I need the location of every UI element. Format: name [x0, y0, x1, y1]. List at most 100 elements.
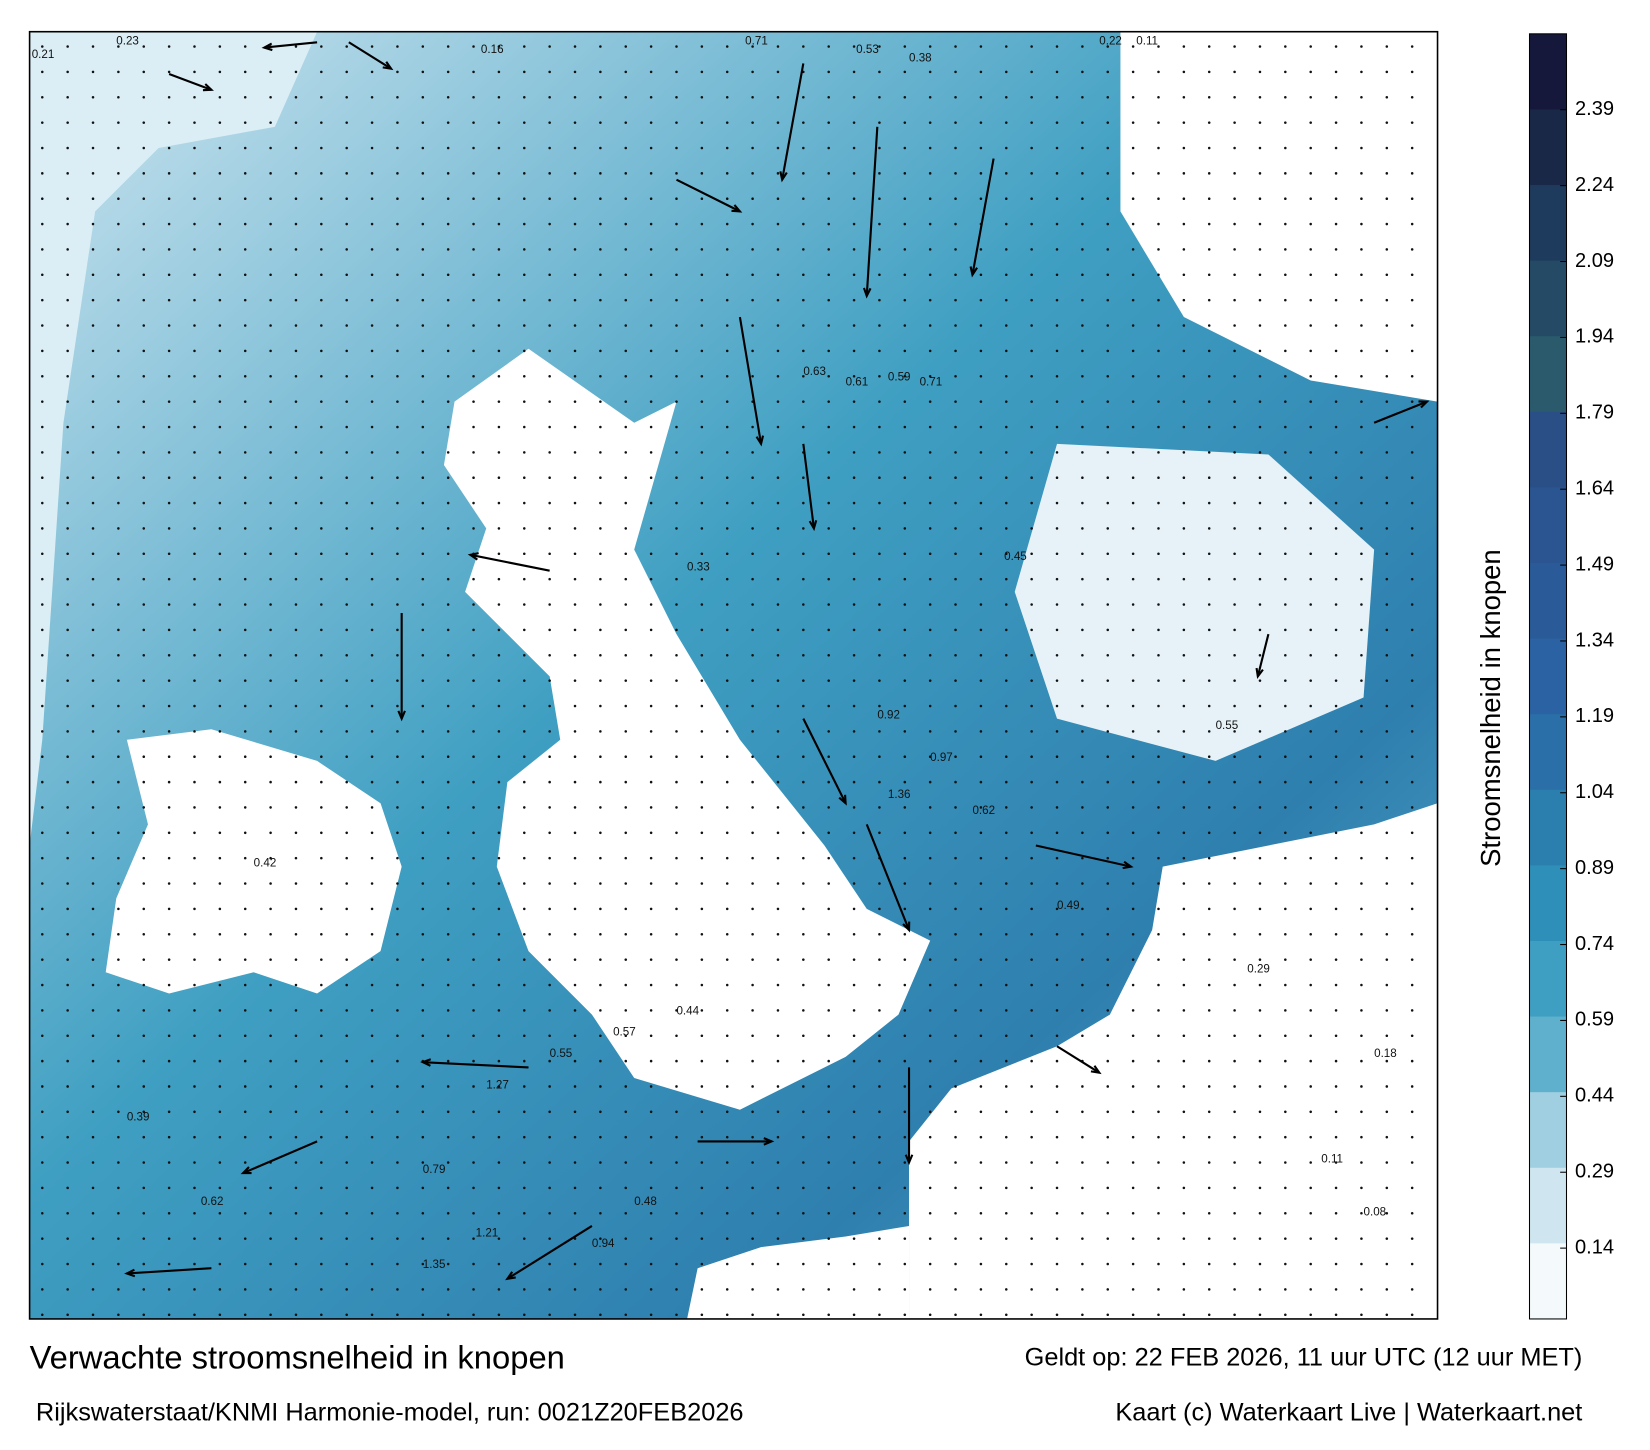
grid-dot: [573, 1211, 577, 1215]
grid-dot: [903, 1288, 907, 1291]
grid-dot: [396, 425, 399, 429]
grid-dot: [776, 349, 780, 353]
grid-dot: [497, 730, 501, 733]
grid-dot: [954, 146, 957, 150]
valid-time: Geldt op: 22 FEB 2026, 11 uur UTC (12 uu…: [1025, 1343, 1583, 1371]
grid-dot: [979, 476, 983, 479]
grid-dot: [675, 552, 678, 556]
grid-dot: [1030, 95, 1033, 99]
grid-dot: [1284, 273, 1287, 277]
grid-dot: [523, 983, 526, 987]
grid-dot: [878, 1313, 881, 1316]
grid-dot: [396, 1085, 399, 1088]
grid-dot: [878, 831, 881, 835]
map-labels: 0.210.230.160.380.530.71 0.22 0.110.630.61…: [32, 34, 1397, 1271]
grid-dot: [1055, 1059, 1059, 1063]
grid-dot: [1005, 679, 1008, 682]
grid-dot: [1157, 197, 1160, 200]
grid-dot: [1157, 400, 1160, 403]
grid-dot: [1030, 324, 1033, 327]
grid-dot: [573, 806, 577, 809]
grid-dot: [1258, 1262, 1262, 1266]
grid-dot: [599, 932, 602, 936]
grid-dot: [472, 780, 475, 784]
grid-dot: [1360, 476, 1363, 479]
grid-dot: [66, 400, 69, 403]
grid-dot: [573, 1186, 577, 1190]
grid-dot: [928, 45, 932, 48]
grid-dot: [243, 95, 247, 99]
grid-dot: [903, 146, 907, 150]
grid-dot: [827, 679, 830, 682]
arrow-head: [240, 1166, 252, 1175]
grid-dot: [954, 1211, 957, 1215]
grid-dot: [1131, 1135, 1135, 1139]
grid-dot: [396, 324, 399, 327]
grid-dot: [624, 704, 628, 708]
source: Rijkswaterstaat/KNMI Harmonie-model, run…: [36, 1398, 744, 1426]
grid-dot: [928, 628, 932, 632]
grid-dot: [1410, 983, 1414, 987]
grid-dot: [599, 679, 602, 682]
grid-dot: [1182, 45, 1186, 48]
grid-dot: [1005, 1288, 1008, 1291]
grid-dot: [1207, 704, 1211, 708]
grid-dot: [1182, 451, 1186, 454]
grid-dot: [802, 1034, 805, 1037]
grid-dot: [1131, 121, 1135, 124]
grid-dot: [1334, 400, 1338, 403]
grid-dot: [193, 755, 196, 758]
grid-dot: [1055, 1135, 1059, 1139]
grid-dot: [41, 273, 44, 277]
grid-dot: [1106, 324, 1110, 327]
grid-dot: [1157, 45, 1160, 48]
grid-dot: [269, 856, 272, 860]
grid-dot: [167, 1211, 171, 1215]
grid-dot: [928, 1186, 932, 1190]
grid-dot: [624, 95, 628, 99]
grid-dot: [193, 121, 196, 124]
grid-dot: [294, 653, 298, 657]
grid-dot: [370, 1085, 374, 1088]
grid-dot: [1005, 248, 1008, 251]
grid-dot: [649, 146, 653, 150]
grid-dot: [523, 1186, 526, 1190]
grid-dot: [446, 527, 450, 530]
grid-dot: [472, 577, 475, 581]
grid-dot: [1030, 121, 1033, 124]
grid-dot: [243, 374, 247, 378]
grid-dot: [117, 603, 120, 606]
grid-dot: [497, 653, 501, 657]
grid-dot: [1055, 1085, 1059, 1088]
grid-dot: [954, 476, 957, 479]
grid-dot: [1157, 527, 1160, 530]
grid-dot: [1233, 45, 1236, 48]
grid-dot: [725, 755, 729, 758]
grid-dot: [954, 983, 957, 987]
grid-dot: [1207, 1110, 1211, 1114]
grid-dot: [1182, 501, 1186, 505]
grid-dot: [573, 451, 577, 454]
grid-dot: [979, 172, 983, 175]
grid-dot: [725, 222, 729, 226]
grid-dot: [167, 755, 171, 758]
grid-dot: [1055, 704, 1059, 708]
grid-dot: [675, 577, 678, 581]
grid-dot: [497, 1161, 501, 1164]
grid-dot: [1055, 95, 1059, 99]
grid-dot: [599, 501, 602, 505]
grid-dot: [751, 730, 754, 733]
grid-dot: [167, 1059, 171, 1063]
grid-dot: [1030, 273, 1033, 277]
grid-dot: [142, 755, 146, 758]
grid-dot: [523, 1288, 526, 1291]
grid-dot: [117, 1034, 120, 1037]
arrow-head: [904, 1154, 914, 1166]
grid-dot: [91, 907, 95, 911]
grid-dot: [142, 983, 146, 987]
grid-dot: [649, 197, 653, 200]
grid-dot: [218, 451, 222, 454]
grid-dot: [1030, 704, 1033, 708]
grid-dot: [1081, 603, 1084, 606]
grid-dot: [599, 273, 602, 277]
